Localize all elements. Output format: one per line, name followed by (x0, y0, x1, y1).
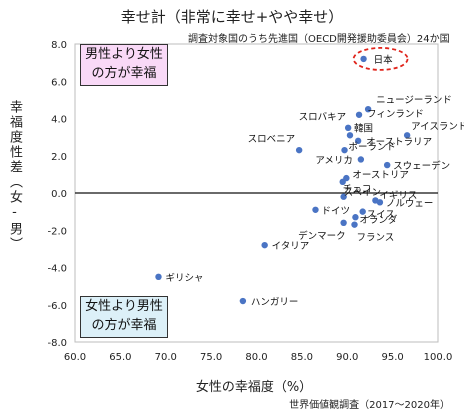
y-tick-label: 0.0 (51, 189, 67, 200)
data-label: 日本 (374, 54, 394, 66)
data-point (359, 208, 366, 215)
x-tick-label: 100.0 (424, 352, 453, 363)
y-tick-label: -4.0 (47, 264, 67, 275)
data-point (295, 146, 303, 154)
data-point (352, 214, 359, 221)
source-note: 世界価値観調査（2017〜2020年） (289, 400, 450, 411)
annotation-men-happier-line1: 女性より男性 (85, 299, 163, 314)
data-point (354, 137, 362, 145)
data-point (341, 146, 348, 154)
x-tick-label: 80.0 (245, 352, 267, 363)
data-point (357, 156, 365, 163)
y-tick-label: 8.0 (51, 40, 67, 51)
data-label: イギリス (379, 190, 417, 201)
data-label: アメリカ (315, 155, 353, 166)
y-tick-label: -6.0 (47, 301, 67, 312)
data-point (261, 241, 268, 249)
data-label: オーストリア (352, 170, 409, 181)
data-point (340, 219, 347, 226)
x-tick-label: 95.0 (381, 352, 403, 363)
data-label: ギリシャ (165, 273, 203, 284)
x-tick-label: 75.0 (200, 352, 222, 363)
data-label: チェコ (343, 184, 372, 195)
x-tick-label: 65.0 (109, 352, 131, 363)
data-label: スロバキア (299, 112, 347, 123)
data-label: フランス (357, 233, 395, 244)
data-label: オーストラリア (366, 137, 432, 148)
data-point (340, 193, 347, 200)
annotation-women-happier-line2: の方が幸福 (91, 66, 157, 81)
data-label: ニュージーランド (376, 95, 452, 106)
data-point (312, 206, 319, 213)
data-point (403, 132, 411, 139)
y-tick-label: -8.0 (47, 338, 67, 349)
data-label: スイス (367, 210, 395, 221)
data-label: スウェーデン (393, 160, 450, 172)
x-axis-label: 女性の幸福度（%） (195, 380, 313, 395)
data-label: ノルウェー (386, 198, 434, 209)
data-point (383, 161, 391, 169)
data-point (351, 221, 358, 228)
data-point (339, 178, 346, 186)
highlight-ellipse (352, 47, 409, 71)
x-tick-label: 60.0 (64, 352, 86, 363)
data-point (344, 124, 352, 132)
annotation-men-happier-line2: の方が幸福 (91, 318, 157, 333)
data-label: イタリア (272, 241, 310, 252)
data-label: スペイン (344, 188, 381, 199)
y-tick-label: 2.0 (51, 152, 67, 163)
data-label: デンマーク (298, 230, 346, 242)
x-tick-label: 70.0 (155, 352, 177, 363)
y-tick-label: 6.0 (51, 77, 67, 88)
y-axis-label: 幸福度性差（女-男） (7, 100, 22, 252)
data-label: フィンランド (367, 109, 424, 120)
annotation-women-happier-line1: 男性より女性 (85, 47, 163, 62)
data-label: オランダ (359, 214, 398, 226)
data-label: ハンガリー (251, 297, 299, 308)
y-tick-label: -2.0 (47, 226, 67, 237)
data-point (376, 199, 384, 206)
data-label: 韓国 (354, 123, 373, 134)
data-label: スロベニア (248, 134, 296, 145)
data-point (155, 273, 162, 281)
y-tick-label: 4.0 (51, 115, 67, 126)
data-label: アイスランド (411, 121, 464, 132)
data-label: ドイツ (321, 206, 350, 217)
data-label: ポーランド (349, 142, 397, 153)
chart-subtitle: 調査対象国のうち先進国（OECD開発援助委員会）24か国 (188, 34, 450, 45)
data-point (239, 297, 247, 305)
data-point (355, 111, 363, 118)
x-tick-label: 90.0 (336, 352, 358, 363)
data-point (360, 55, 367, 63)
x-tick-label: 85.0 (291, 352, 313, 363)
data-point (346, 132, 354, 139)
data-point (364, 105, 372, 113)
annotation-men-happier: 女性より男性 の方が幸福 (80, 296, 168, 338)
chart-title: 幸せ計（非常に幸せ+やや幸せ） (120, 8, 344, 26)
annotation-women-happier: 男性より女性 の方が幸福 (80, 44, 168, 86)
